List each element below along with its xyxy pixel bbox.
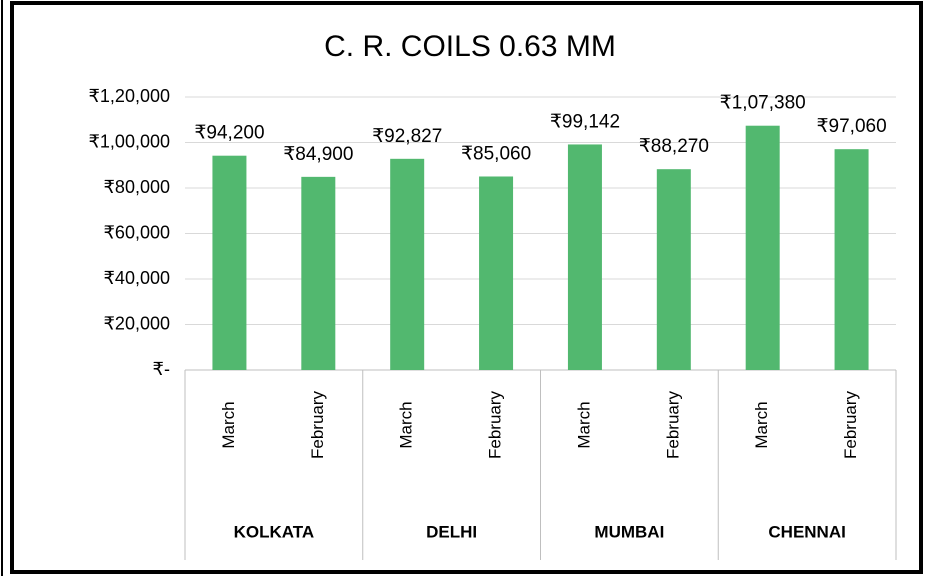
data-label: ₹84,900	[283, 144, 353, 165]
bar	[390, 158, 425, 370]
x-tick-label: February	[841, 390, 860, 459]
y-tick-label: ₹20,000	[103, 313, 170, 333]
data-label: ₹88,270	[639, 136, 709, 157]
bar	[479, 176, 514, 370]
y-tick-label: ₹60,000	[103, 222, 170, 242]
bar	[745, 125, 780, 370]
group-label: DELHI	[426, 522, 477, 541]
chart-title: C. R. COILS 0.63 MM	[324, 30, 616, 63]
bar	[301, 176, 336, 370]
y-tick-label: ₹1,00,000	[88, 131, 170, 151]
y-tick-label: ₹-	[153, 359, 170, 379]
plot-area: ₹- ₹20,000 ₹40,000 ₹60,000 ₹80,000 ₹1,00,000 ₹…	[88, 86, 897, 560]
bar	[567, 144, 602, 370]
x-tick-label: March	[574, 401, 593, 448]
group-label: KOLKATA	[234, 522, 315, 541]
x-tick-label: March	[219, 401, 238, 448]
data-label: ₹99,142	[550, 111, 620, 132]
y-tick-label: ₹40,000	[103, 268, 170, 288]
x-tick-label: February	[308, 390, 327, 459]
data-label: ₹85,060	[461, 144, 531, 165]
x-tick-label: March	[397, 401, 416, 448]
bar	[834, 149, 869, 370]
group-label: MUMBAI	[594, 522, 664, 541]
y-tick-label: ₹1,20,000	[88, 86, 170, 106]
data-label: ₹97,060	[816, 116, 886, 137]
frame	[10, 1, 923, 574]
group-label: CHENNAI	[768, 522, 845, 541]
x-tick-label: February	[486, 390, 505, 459]
x-tick-label: March	[752, 401, 771, 448]
x-tick-label: February	[663, 390, 682, 459]
data-label: ₹1,07,380	[720, 93, 806, 114]
y-tick-label: ₹80,000	[103, 177, 170, 197]
data-label: ₹94,200	[194, 123, 264, 144]
bar	[656, 169, 691, 370]
data-label: ₹92,827	[372, 126, 442, 147]
bar	[212, 155, 247, 370]
